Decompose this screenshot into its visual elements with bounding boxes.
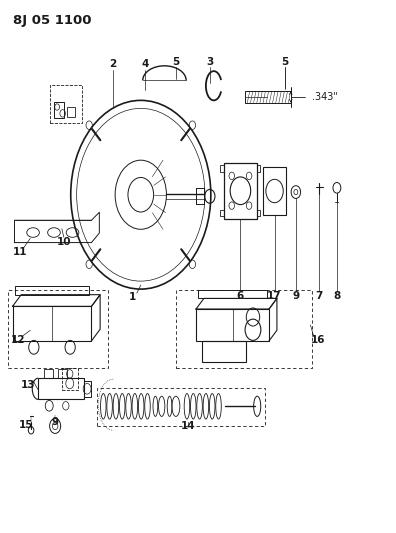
Text: 3: 3 bbox=[206, 57, 213, 67]
Bar bbox=[67, 107, 75, 117]
Bar bbox=[15, 286, 89, 295]
Bar bbox=[8, 290, 109, 368]
Text: .343": .343" bbox=[312, 92, 338, 102]
Text: 2: 2 bbox=[110, 60, 117, 69]
Text: 5: 5 bbox=[281, 57, 288, 67]
Bar bbox=[176, 290, 312, 368]
Text: 17: 17 bbox=[267, 290, 282, 301]
Bar bbox=[196, 309, 269, 341]
Text: 8: 8 bbox=[333, 290, 341, 301]
Bar bbox=[257, 165, 260, 172]
Bar bbox=[221, 209, 224, 216]
Bar bbox=[54, 102, 64, 118]
Text: 9: 9 bbox=[51, 417, 59, 427]
Bar bbox=[221, 165, 224, 172]
Text: 14: 14 bbox=[181, 421, 196, 431]
Text: 11: 11 bbox=[12, 247, 27, 256]
Bar bbox=[38, 378, 84, 399]
Text: 12: 12 bbox=[11, 335, 26, 345]
Text: 13: 13 bbox=[21, 379, 36, 390]
Text: 9: 9 bbox=[292, 290, 299, 301]
Text: 10: 10 bbox=[57, 237, 71, 247]
Text: 4: 4 bbox=[141, 60, 148, 69]
Bar bbox=[44, 368, 53, 378]
Text: 7: 7 bbox=[316, 290, 323, 301]
Text: 1: 1 bbox=[129, 292, 137, 302]
Bar bbox=[224, 163, 257, 219]
Bar bbox=[50, 85, 82, 123]
Bar bbox=[97, 387, 265, 426]
Text: 16: 16 bbox=[310, 335, 325, 345]
Bar bbox=[13, 306, 91, 341]
Text: 6: 6 bbox=[236, 290, 244, 301]
Bar bbox=[263, 167, 286, 215]
Text: 5: 5 bbox=[173, 57, 180, 67]
Bar bbox=[246, 91, 291, 103]
Text: 15: 15 bbox=[19, 420, 34, 430]
Bar bbox=[62, 368, 78, 390]
Bar bbox=[202, 341, 246, 362]
Text: 8J 05 1100: 8J 05 1100 bbox=[13, 14, 91, 27]
Bar bbox=[84, 381, 91, 397]
Bar bbox=[58, 368, 67, 378]
Bar bbox=[198, 290, 267, 298]
Bar bbox=[257, 209, 260, 216]
